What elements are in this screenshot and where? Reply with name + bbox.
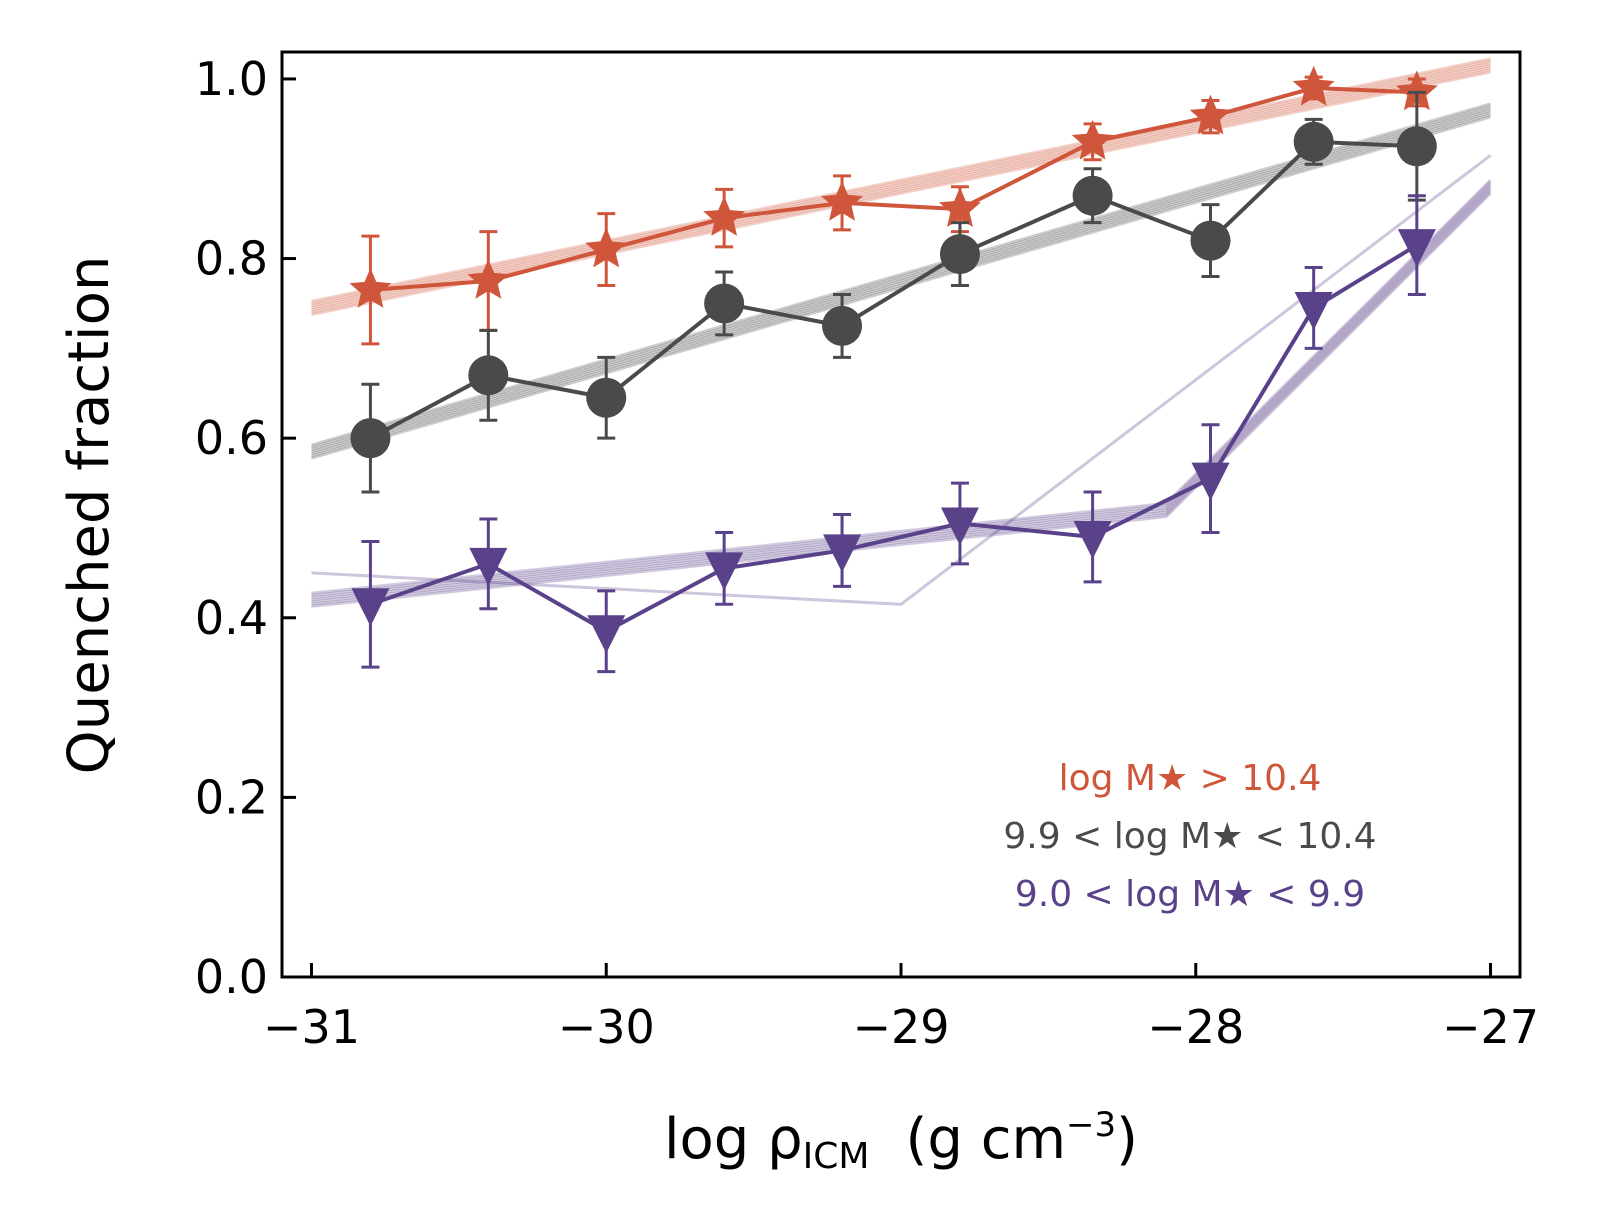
- y-tick-label: 0.0: [195, 950, 268, 1004]
- fit-line-2: [311, 192, 1492, 608]
- x-tick-label: −28: [1147, 1000, 1244, 1054]
- fit-line-2: [311, 179, 1492, 595]
- fit-line-0: [311, 68, 1491, 314]
- fit-line-0: [311, 66, 1491, 312]
- data-point: [586, 377, 627, 418]
- y-tick-label: 0.4: [195, 591, 268, 645]
- legend: log M★ > 10.4 9.9 < log M★ < 10.4 9.0 < lo…: [1003, 758, 1376, 915]
- data-point: [1190, 220, 1231, 261]
- x-axis-label-units: (g cm: [906, 1107, 1067, 1172]
- data-point: [705, 552, 744, 591]
- x-axis-label-exponent: −3: [1066, 1105, 1116, 1145]
- x-tick-label: −30: [558, 1000, 655, 1054]
- fit-line-0: [311, 64, 1491, 310]
- x-tick-label: −27: [1442, 1000, 1539, 1054]
- fit-line-2: [311, 181, 1492, 597]
- fit-lines: [311, 57, 1492, 608]
- fit-line-1: [311, 108, 1491, 454]
- y-tick-label: 0.6: [195, 411, 268, 465]
- x-axis-label-units-close: ): [1116, 1107, 1138, 1172]
- data-point: [1071, 119, 1114, 160]
- data-point: [1397, 229, 1436, 268]
- legend-entry: 9.9 < log M★ < 10.4: [1003, 816, 1376, 857]
- fit-line-1: [311, 113, 1491, 458]
- data-point: [468, 355, 509, 396]
- ticks: −31 −30 −29 −28 −27 0.0 0.2 0.4 0.6 0.8 1.0: [195, 52, 1539, 1054]
- data-point: [350, 418, 391, 459]
- fit-line-1: [311, 111, 1491, 456]
- y-tick-label: 0.8: [195, 232, 268, 286]
- data-point: [1191, 462, 1230, 501]
- fit-line-2: [311, 187, 1492, 604]
- y-tick-label: 0.2: [195, 770, 268, 824]
- series-line: [369, 139, 1417, 440]
- series-line: [370, 85, 1417, 292]
- y-tick-label: 1.0: [195, 52, 268, 106]
- x-axis-label-subscript: ICM: [803, 1136, 870, 1177]
- fit-line-2: [311, 185, 1492, 602]
- data-point: [940, 507, 979, 546]
- data-point: [349, 268, 392, 308]
- legend-entry: 9.0 < log M★ < 9.9: [1015, 874, 1365, 915]
- fit-line-2: [311, 183, 1492, 600]
- fit-line-1: [311, 106, 1491, 451]
- data-point: [469, 547, 508, 586]
- data-point: [1073, 520, 1112, 559]
- fit-line-alt-2: [311, 154, 1492, 606]
- data-point: [703, 196, 746, 236]
- data-point: [467, 259, 510, 299]
- fit-line-0: [311, 61, 1491, 308]
- data-point: [1395, 70, 1438, 111]
- series-1: [350, 90, 1437, 494]
- series-line: [369, 243, 1418, 634]
- data-point: [1189, 94, 1232, 135]
- data-point: [1293, 121, 1334, 162]
- fit-line-0: [311, 59, 1491, 306]
- data-point: [351, 588, 390, 627]
- x-axis-label: log ρICM (g cm−3): [664, 1105, 1138, 1177]
- data-point: [939, 234, 980, 275]
- fit-line-2: [311, 190, 1492, 606]
- data-point: [822, 305, 863, 346]
- x-tick-label: −29: [852, 1000, 949, 1054]
- data-point: [823, 534, 862, 573]
- x-axis-label-main: log ρ: [664, 1107, 803, 1172]
- y-axis-label: Quenched fraction: [57, 256, 122, 775]
- series-2: [351, 194, 1436, 674]
- x-tick-label: −31: [263, 1000, 360, 1054]
- data-point: [587, 615, 626, 654]
- series-0: [349, 65, 1438, 346]
- data-point: [704, 283, 745, 324]
- data-point: [939, 187, 981, 227]
- data-series: [349, 65, 1438, 674]
- data-point: [1396, 126, 1437, 167]
- data-point: [585, 227, 628, 268]
- data-point: [1072, 175, 1113, 216]
- fit-line-0: [311, 57, 1491, 303]
- data-point: [1294, 291, 1333, 330]
- data-point: [821, 180, 863, 221]
- data-point: [1292, 65, 1335, 106]
- legend-entry: log M★ > 10.4: [1059, 758, 1322, 799]
- fit-line-1: [311, 115, 1491, 460]
